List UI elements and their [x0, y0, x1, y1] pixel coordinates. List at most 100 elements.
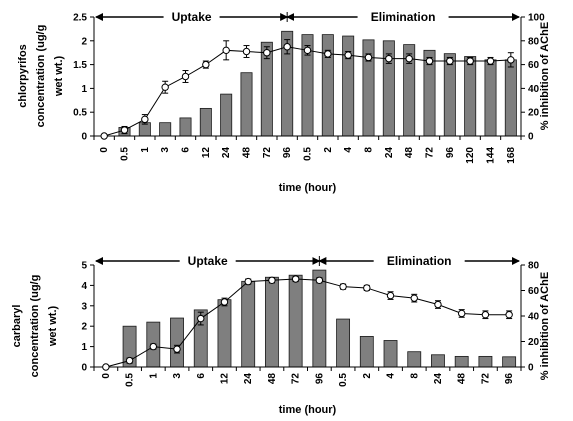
- bar: [138, 122, 151, 137]
- right-tick-label: 40: [528, 84, 540, 95]
- x-tick-label: 0.5: [120, 147, 131, 161]
- inhibition-point: [457, 309, 466, 318]
- left-tick-label: 2: [81, 322, 87, 333]
- bar: [443, 53, 456, 137]
- left-tick-label: 1: [81, 342, 87, 353]
- left-tick-label: 2.5: [73, 13, 87, 24]
- left-tick-label: 0: [81, 363, 87, 374]
- right-tick-label: 80: [528, 36, 540, 47]
- inhibition-point: [263, 49, 271, 57]
- bar: [264, 276, 279, 368]
- left-tick-label: 5: [81, 261, 87, 272]
- right-tick-label: 40: [528, 312, 540, 323]
- inhibition-point: [385, 54, 393, 63]
- x-tick-label: 96: [314, 373, 325, 385]
- right-tick-label: 0: [528, 132, 534, 143]
- x-tick-label: 24: [433, 373, 444, 385]
- x-tick-label: 6: [196, 373, 207, 379]
- x-tick-label: 72: [480, 373, 491, 385]
- inhibition-point: [197, 314, 205, 323]
- inhibition-point: [386, 291, 395, 300]
- left-tick-label: 2: [81, 36, 87, 47]
- x-tick-label: 48: [242, 147, 253, 159]
- x-tick-label: 72: [262, 147, 273, 159]
- x-tick-label: 0: [99, 147, 110, 153]
- x-tick-label: 12: [219, 373, 230, 385]
- inhibition-point: [102, 363, 110, 371]
- bar: [407, 351, 422, 368]
- left-axis-title: concentration (ug/g: [29, 275, 41, 378]
- bar: [220, 93, 233, 137]
- inhibition-point: [120, 126, 129, 134]
- bar: [159, 122, 172, 137]
- bar: [199, 107, 212, 137]
- x-tick-label: 96: [445, 147, 456, 159]
- inhibition-point: [481, 311, 490, 319]
- x-tick-label: 120: [465, 147, 476, 164]
- x-tick-label: 0.5: [125, 373, 136, 387]
- x-tick-label: 0.5: [303, 147, 314, 161]
- bar: [478, 355, 493, 368]
- left-axis-title: wet wt.): [47, 306, 59, 348]
- x-tick-label: 48: [457, 373, 468, 385]
- x-tick-label: 72: [291, 373, 302, 385]
- inhibition-point: [181, 72, 190, 81]
- right-tick-label: 80: [528, 261, 540, 272]
- inhibition-point: [425, 57, 434, 65]
- left-axis-title: chlorpyrifos: [17, 44, 29, 108]
- inhibition-point: [141, 115, 149, 124]
- inhibition-point: [220, 298, 229, 306]
- right-tick-label: 20: [528, 337, 540, 348]
- right-tick-label: 0: [528, 363, 534, 374]
- inhibition-point: [161, 83, 169, 91]
- inhibition-point: [505, 311, 513, 319]
- x-tick-label: 96: [504, 373, 515, 385]
- left-tick-label: 4: [81, 281, 87, 292]
- bar: [383, 340, 398, 368]
- inhibition-point: [303, 46, 312, 55]
- bar: [288, 274, 303, 368]
- inhibition-point: [344, 51, 352, 59]
- x-tick-label: 96: [282, 147, 293, 159]
- bar: [217, 299, 232, 368]
- left-tick-label: 1.5: [73, 60, 87, 71]
- left-axis-title: carbaryl: [11, 305, 23, 348]
- x-axis-title: time (hour): [279, 404, 337, 416]
- x-tick-label: 3: [172, 373, 183, 379]
- inhibition-point: [315, 276, 324, 284]
- inhibition-point: [364, 53, 373, 62]
- bar: [484, 59, 497, 137]
- x-tick-label: 144: [486, 147, 497, 164]
- inhibition-point: [291, 275, 300, 283]
- left-axis-title: wet wt.): [53, 56, 65, 98]
- bar: [502, 356, 517, 368]
- x-tick-label: 24: [221, 147, 232, 159]
- inhibition-point: [324, 50, 332, 58]
- right-axis-title: % inhibition of AChE: [539, 22, 551, 130]
- inhibition-point: [446, 57, 454, 65]
- x-tick-label: 4: [343, 147, 354, 153]
- left-tick-label: 3: [81, 301, 87, 312]
- x-tick-label: 24: [384, 147, 395, 159]
- phase-label: Elimination: [371, 10, 436, 24]
- bar: [336, 318, 351, 368]
- right-tick-label: 60: [528, 60, 540, 71]
- inhibition-point: [283, 43, 291, 51]
- bar: [431, 354, 445, 368]
- x-tick-label: 2: [323, 147, 334, 153]
- left-axis-title: concentration (ug/g: [35, 25, 47, 128]
- inhibition-point: [405, 54, 413, 63]
- right-axis-title: % inhibition of AChE: [539, 272, 551, 380]
- x-tick-label: 3: [160, 147, 171, 153]
- inhibition-point: [339, 282, 347, 291]
- bar: [241, 280, 256, 368]
- inhibition-point: [363, 284, 371, 292]
- inhibition-point: [173, 345, 181, 353]
- inhibition-line: [105, 278, 510, 368]
- bar: [359, 335, 374, 368]
- inhibition-point: [434, 300, 442, 309]
- x-tick-label: 6: [181, 147, 192, 153]
- x-tick-label: 48: [267, 373, 278, 385]
- inhibition-point: [268, 276, 276, 284]
